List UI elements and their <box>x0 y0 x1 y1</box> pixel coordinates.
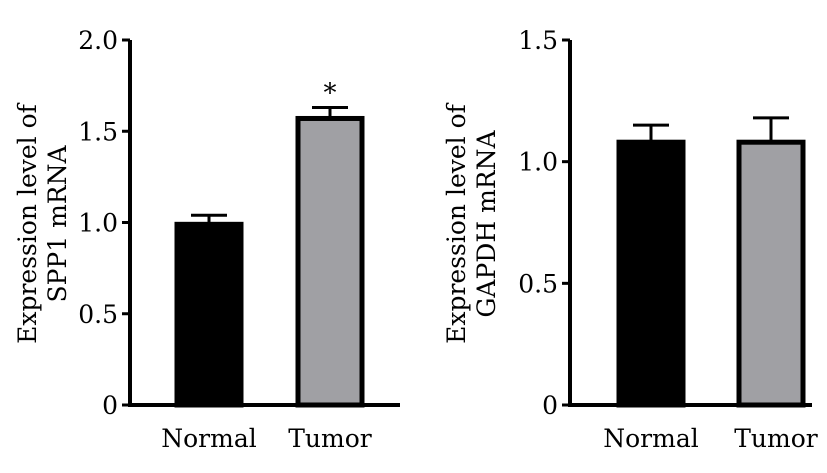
y-tick-label: 1.0 <box>518 148 558 177</box>
y-tick-label: 2.0 <box>78 26 118 55</box>
category-label-tumor: Tumor <box>288 424 372 453</box>
axes <box>128 40 400 407</box>
y-axis-title-line-1: Expression level of <box>442 102 471 344</box>
category-label-normal: Normal <box>603 424 698 453</box>
bars: * <box>174 79 365 408</box>
y-tick-label: 0 <box>542 391 558 420</box>
axes <box>568 40 812 407</box>
y-tick-label: 1.0 <box>78 209 118 238</box>
y-axis-title-line-1: Expression level of <box>13 102 42 344</box>
y-axis-title-line-2: GAPDH mRNA <box>472 130 501 318</box>
y-tick-label: 0 <box>102 391 118 420</box>
y-axis-title-line-2: SPP1 mRNA <box>43 145 72 303</box>
y-tick-label: 1.5 <box>78 117 118 146</box>
spp1-chart: Expression level of SPP1 mRNA 0 0.5 1.0 1.5… <box>13 26 400 453</box>
bar-normal <box>616 139 686 408</box>
bars <box>616 116 806 408</box>
category-label-normal: Normal <box>161 424 256 453</box>
y-tick-label: 0.5 <box>78 300 118 329</box>
gapdh-chart: Expression level of GAPDH mRNA 0 0.5 1.0 1.… <box>442 26 818 453</box>
y-axis-ticks: 0 0.5 1.0 1.5 <box>518 26 570 420</box>
y-tick-label: 1.5 <box>518 26 558 55</box>
y-axis-ticks: 0 0.5 1.0 1.5 2.0 <box>78 26 130 420</box>
bar-tumor <box>295 115 365 408</box>
category-label-tumor: Tumor <box>734 424 818 453</box>
significance-marker: * <box>324 79 337 109</box>
bar-tumor <box>736 139 806 408</box>
bar-normal <box>174 221 244 408</box>
y-tick-label: 0.5 <box>518 269 558 298</box>
